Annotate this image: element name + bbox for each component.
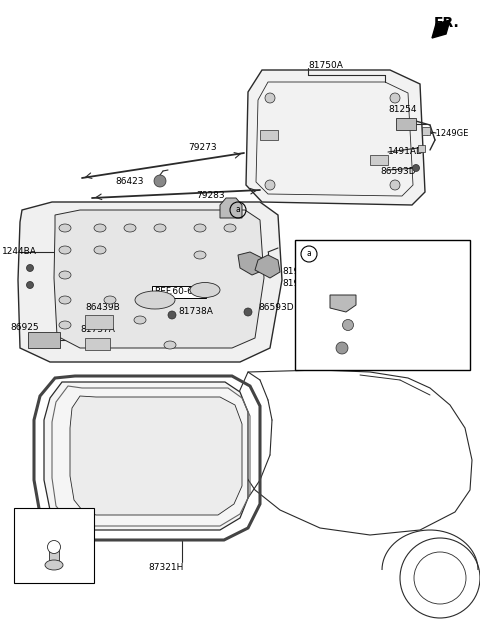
Text: 86593D: 86593D (380, 167, 416, 176)
Bar (14, 508, 94, 583)
Circle shape (265, 93, 275, 103)
Polygon shape (18, 202, 282, 362)
Ellipse shape (59, 246, 71, 254)
Circle shape (390, 93, 400, 103)
Ellipse shape (194, 251, 206, 259)
Ellipse shape (94, 246, 106, 254)
Ellipse shape (59, 296, 71, 304)
Bar (422, 127, 430, 135)
Text: a: a (307, 249, 312, 258)
Ellipse shape (135, 291, 175, 309)
Text: 81254: 81254 (388, 105, 417, 114)
Text: 87321H: 87321H (148, 563, 183, 572)
Bar (85, 315, 113, 329)
Ellipse shape (154, 224, 166, 232)
Polygon shape (255, 255, 280, 278)
Polygon shape (54, 210, 264, 348)
Bar (28, 332, 60, 348)
Text: 86439B: 86439B (85, 303, 120, 312)
Circle shape (244, 308, 252, 316)
Bar (295, 240, 470, 370)
Polygon shape (432, 20, 450, 38)
Ellipse shape (194, 224, 206, 232)
Text: 1463AA: 1463AA (35, 520, 73, 529)
Text: 81750A: 81750A (308, 62, 343, 71)
Text: FR.: FR. (434, 16, 460, 30)
Polygon shape (44, 382, 248, 530)
Text: 79283: 79283 (196, 192, 225, 201)
Bar (260, 130, 278, 140)
Text: 1491AD: 1491AD (388, 147, 424, 156)
Ellipse shape (104, 296, 116, 304)
Ellipse shape (134, 316, 146, 324)
Ellipse shape (224, 224, 236, 232)
Text: 86593D: 86593D (258, 303, 294, 312)
Bar (370, 155, 388, 165)
Polygon shape (238, 252, 264, 275)
Circle shape (390, 180, 400, 190)
Circle shape (26, 264, 34, 271)
Bar (396, 118, 416, 130)
Ellipse shape (59, 321, 71, 329)
Ellipse shape (59, 224, 71, 232)
Circle shape (336, 342, 348, 354)
Text: 81210B: 81210B (374, 347, 409, 356)
Circle shape (48, 541, 60, 554)
Ellipse shape (94, 224, 106, 232)
Text: a: a (236, 206, 240, 215)
Bar (49, 549, 59, 561)
Circle shape (154, 175, 166, 187)
Ellipse shape (59, 271, 71, 279)
Text: 81738A: 81738A (178, 307, 213, 316)
Text: 81737A: 81737A (80, 325, 115, 334)
Polygon shape (330, 295, 356, 312)
Circle shape (343, 320, 353, 331)
Circle shape (26, 282, 34, 289)
Text: 79273: 79273 (188, 143, 216, 152)
Ellipse shape (190, 282, 220, 298)
Text: 1244BA: 1244BA (2, 248, 37, 257)
Text: 86423: 86423 (116, 176, 144, 185)
Bar (85, 338, 110, 350)
Circle shape (168, 311, 176, 319)
Circle shape (412, 165, 420, 172)
Text: 1140HG: 1140HG (378, 320, 415, 329)
Ellipse shape (164, 341, 176, 349)
Polygon shape (220, 198, 242, 218)
Text: 1125DA: 1125DA (378, 303, 414, 312)
Text: 81230: 81230 (375, 267, 404, 276)
Circle shape (265, 180, 275, 190)
Text: 1140HG: 1140HG (378, 291, 415, 300)
Text: 1125DA: 1125DA (378, 332, 414, 341)
Ellipse shape (124, 224, 136, 232)
Bar (418, 145, 425, 152)
Polygon shape (70, 396, 242, 515)
Text: 81911A: 81911A (282, 278, 317, 287)
Polygon shape (246, 70, 425, 205)
Text: REF.60-690: REF.60-690 (154, 287, 204, 296)
Text: 86925: 86925 (10, 323, 38, 332)
Ellipse shape (45, 560, 63, 570)
Text: > 1249GE: > 1249GE (426, 129, 468, 138)
Text: 81921: 81921 (282, 266, 311, 275)
